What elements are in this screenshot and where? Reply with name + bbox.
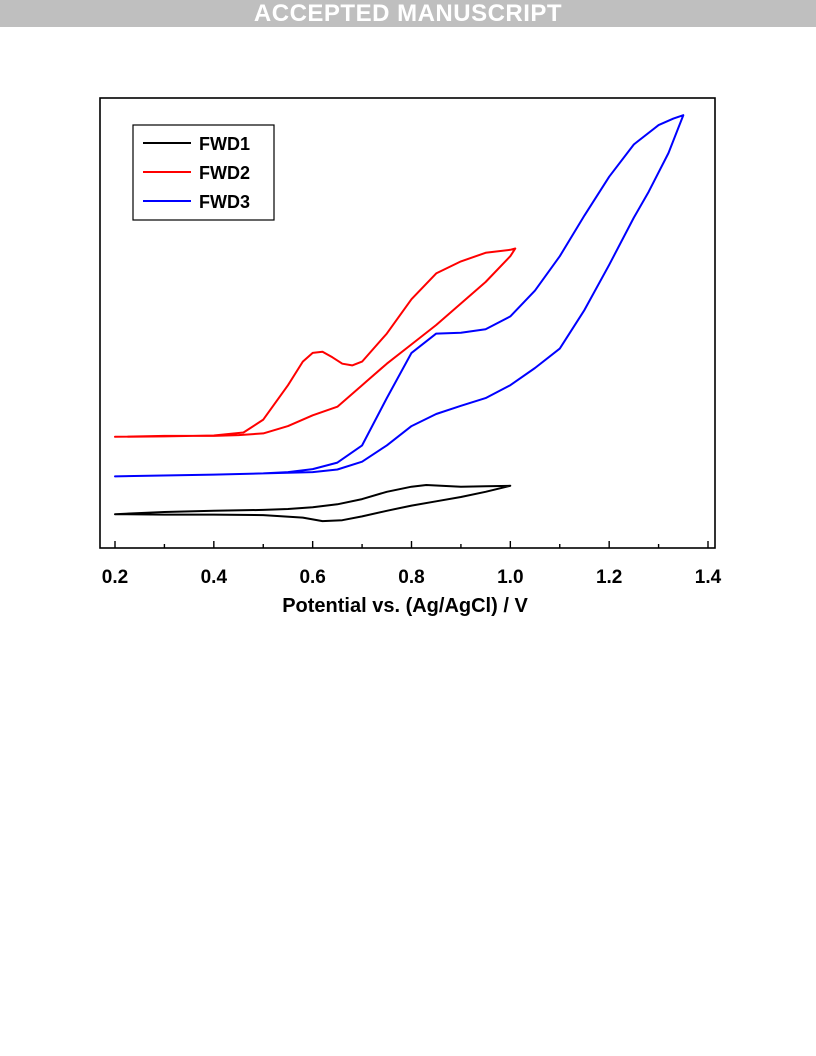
series-line-fwd1 xyxy=(114,484,512,523)
cyclic-voltammogram-chart: 0.2 0.4 0.6 0.8 1.0 1.2 1.4 Potential vs. (Ag/… xyxy=(99,97,722,617)
x-tick-label: 0.8 xyxy=(398,567,424,588)
x-tick-label: 0.2 xyxy=(102,567,128,588)
x-tick-label: 1.0 xyxy=(497,567,523,588)
x-axis-title: Potential vs. (Ag/AgCl) / V xyxy=(282,595,528,617)
x-tick-label: 0.6 xyxy=(299,567,325,588)
x-axis-tick-labels: 0.2 0.4 0.6 0.8 1.0 1.2 1.4 xyxy=(102,567,722,588)
manuscript-banner: ACCEPTED MANUSCRIPT xyxy=(0,0,816,27)
x-tick-label: 1.2 xyxy=(596,567,622,588)
series-line-fwd2 xyxy=(114,247,517,438)
x-tick-label: 0.4 xyxy=(201,567,228,588)
legend-label-fwd1: FWD1 xyxy=(199,134,250,154)
series-line-fwd3 xyxy=(114,114,685,478)
legend-label-fwd2: FWD2 xyxy=(199,163,250,183)
legend-label-fwd3: FWD3 xyxy=(199,192,250,212)
legend: FWD1 FWD2 FWD3 xyxy=(132,124,275,221)
legend-items: FWD1 FWD2 FWD3 xyxy=(143,134,250,212)
x-axis-ticks xyxy=(114,541,709,548)
series-layer xyxy=(114,114,685,523)
x-tick-label: 1.4 xyxy=(695,567,722,588)
